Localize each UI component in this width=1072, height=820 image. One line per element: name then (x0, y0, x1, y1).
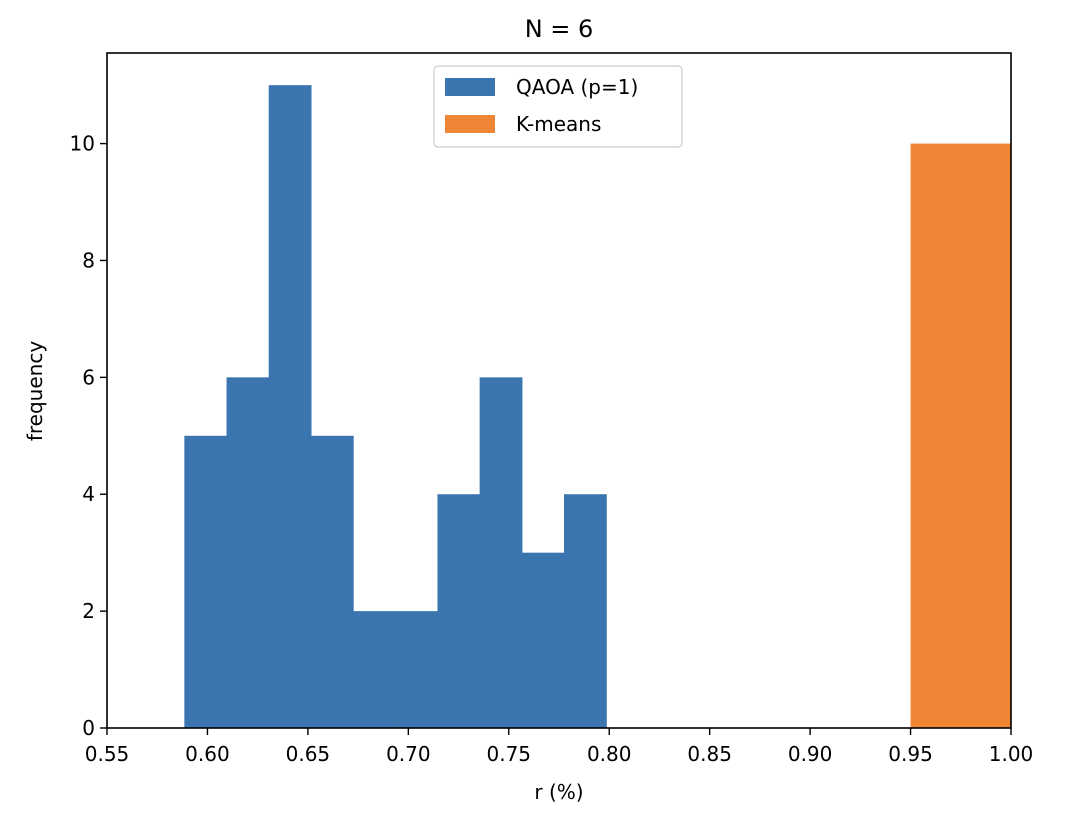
x-tick-label-1: 0.60 (185, 742, 230, 766)
y-axis-label: frequency (23, 341, 47, 441)
histogram-bar-qaoa-7 (479, 377, 523, 728)
plot-frame (106, 52, 1012, 729)
histogram-bar-qaoa-5 (395, 611, 439, 728)
histogram-bar-qaoa-2 (268, 85, 312, 728)
y-tick-label-0: 0 (82, 716, 95, 740)
legend-label-qaoa: QAOA (p=1) (516, 75, 638, 99)
histogram-bar-qaoa-3 (310, 435, 354, 728)
x-tick-label-2: 0.65 (286, 742, 331, 766)
legend-label-kmeans: K-means (516, 112, 601, 136)
y-tick-label-5: 10 (70, 132, 95, 156)
x-axis-label: r (%) (534, 780, 583, 804)
x-tick-label-8: 0.95 (888, 742, 933, 766)
legend: QAOA (p=1) K-means (433, 65, 683, 148)
histogram-bar-qaoa-8 (521, 552, 565, 728)
histogram-bar-qaoa-1 (226, 377, 270, 728)
x-tick-label-0: 0.55 (85, 742, 130, 766)
y-tick-label-3: 6 (82, 365, 95, 389)
bars-group (184, 85, 1012, 728)
y-axis-ticks: 0 2 4 6 8 10 (70, 132, 107, 740)
y-tick-label-4: 8 (82, 248, 95, 272)
y-tick-label-2: 4 (82, 482, 95, 506)
x-tick-label-4: 0.75 (487, 742, 532, 766)
x-tick-label-7: 0.90 (788, 742, 833, 766)
x-axis-ticks: 0.55 0.60 0.65 0.70 0.75 0.80 0.85 0.90 0.95 1.00 (85, 728, 1034, 766)
y-tick-label-1: 2 (82, 599, 95, 623)
chart-title: N = 6 (525, 15, 594, 43)
x-tick-label-6: 0.85 (687, 742, 732, 766)
histogram-bar-qaoa-4 (353, 611, 396, 728)
histogram-bar-qaoa-0 (184, 435, 228, 728)
x-tick-label-3: 0.70 (386, 742, 431, 766)
legend-box (433, 65, 683, 148)
histogram-bar-qaoa-6 (437, 494, 481, 728)
x-tick-label-9: 1.00 (989, 742, 1034, 766)
histogram-bar-kmeans-0 (910, 143, 1012, 728)
legend-swatch-qaoa (445, 78, 495, 96)
histogram-bar-qaoa-9 (564, 494, 607, 728)
x-tick-label-5: 0.80 (587, 742, 632, 766)
legend-swatch-kmeans (445, 115, 495, 133)
